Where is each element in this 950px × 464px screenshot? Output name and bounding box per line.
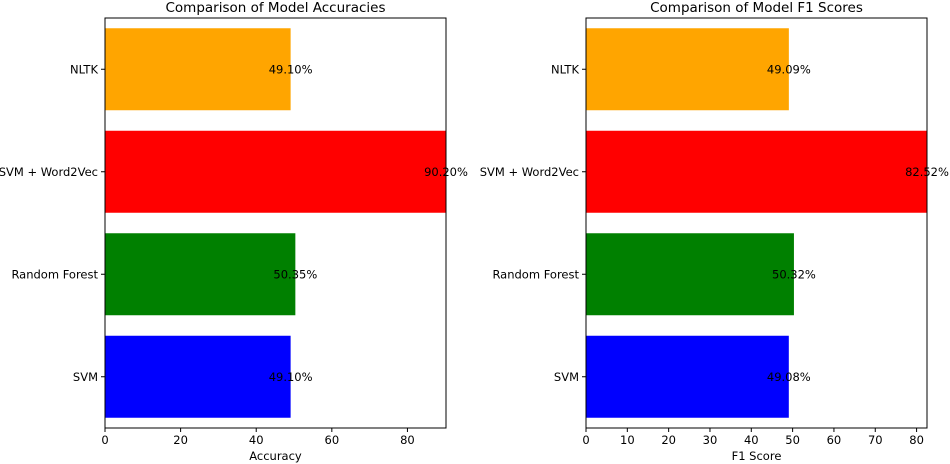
y-tick-label: Random Forest: [11, 267, 98, 281]
y-tick-label: SVM: [73, 370, 98, 384]
x-tick-label: 40: [249, 433, 264, 447]
data-label: 50.32%: [772, 267, 816, 281]
x-tick-label: 50: [785, 433, 800, 447]
bar-svm-word2vec: [586, 130, 927, 213]
y-tick-label: NLTK: [70, 62, 98, 76]
data-label: 49.10%: [269, 62, 313, 76]
y-tick-label: SVM + Word2Vec: [0, 165, 98, 179]
x-tick-label: 0: [582, 433, 589, 447]
data-label: 49.08%: [767, 370, 811, 384]
x-tick-label: 70: [868, 433, 883, 447]
data-label: 50.35%: [273, 267, 317, 281]
chart-panel-2: Comparison of Model F1 Scores 49.08% SVM 50…: [480, 0, 949, 463]
x-axis-label: F1 Score: [732, 449, 782, 463]
x-tick-label: 80: [909, 433, 924, 447]
y-tick-label: SVM: [554, 370, 579, 384]
bar-svm: [105, 335, 291, 418]
data-label: 49.09%: [767, 62, 811, 76]
x-axis-label: Accuracy: [249, 449, 302, 463]
x-tick-label: 10: [620, 433, 635, 447]
x-tick-label: 30: [703, 433, 718, 447]
x-tick-label: 0: [101, 433, 108, 447]
x-tick-label: 20: [173, 433, 188, 447]
x-tick-label: 80: [400, 433, 415, 447]
chart-title: Comparison of Model Accuracies: [166, 0, 386, 16]
bar-svm-word2vec: [105, 130, 446, 213]
bar-nltk: [586, 28, 789, 111]
plot-frame: [104, 17, 447, 429]
chart-panel-1: Comparison of Model Accuracies 49.10% SVM 5…: [0, 0, 468, 463]
y-tick-label: NLTK: [551, 62, 579, 76]
x-tick-label: 60: [325, 433, 340, 447]
bar-random-forest: [105, 233, 296, 316]
x-tick-label: 20: [661, 433, 676, 447]
bar-nltk: [105, 28, 291, 111]
x-tick-label: 60: [827, 433, 842, 447]
x-tick-label: 40: [744, 433, 759, 447]
bar-svm: [586, 335, 789, 418]
data-label: 49.10%: [269, 370, 313, 384]
plot-frame: [585, 17, 928, 429]
bar-random-forest: [586, 233, 794, 316]
chart-title: Comparison of Model F1 Scores: [650, 0, 863, 16]
y-tick-label: Random Forest: [492, 267, 579, 281]
y-tick-label: SVM + Word2Vec: [480, 165, 579, 179]
